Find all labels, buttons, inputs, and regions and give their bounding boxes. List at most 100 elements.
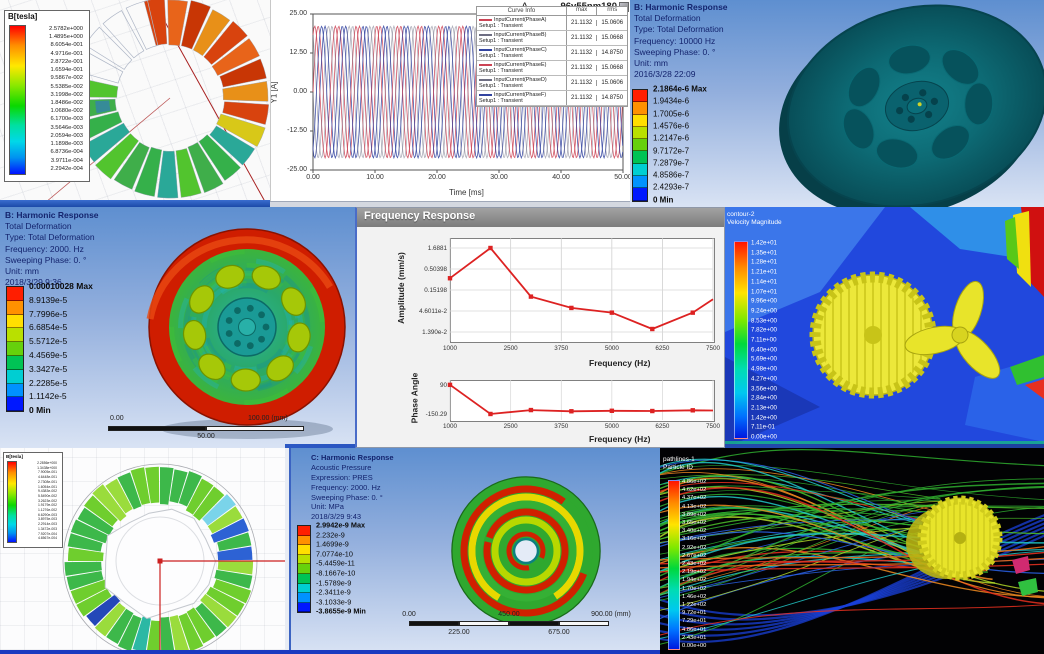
lightening-hole xyxy=(888,44,931,75)
curve-max: 21.1132 xyxy=(567,95,598,101)
curve-color-swatch xyxy=(479,93,492,96)
legend-value: 2.2942e-004 xyxy=(50,165,83,172)
window-frequency-response: Frequency Response Amplitude (mm/s) Phas… xyxy=(355,207,725,448)
current-curve xyxy=(312,24,624,160)
bolt-hole xyxy=(246,304,254,312)
mottle-arc xyxy=(182,262,312,392)
response-curve xyxy=(449,384,714,415)
legend-value: -2.3411e-9 xyxy=(316,587,351,597)
curve-row: InputCurrent(PhaseD) Setup1 : Transient 21… xyxy=(477,76,627,91)
particle-color-bar xyxy=(668,480,680,650)
y-axis-label: Y1 [A] xyxy=(270,81,279,104)
gear-hub xyxy=(864,326,882,344)
streamline xyxy=(660,468,951,515)
legend-title-line1: contour-2 xyxy=(727,211,755,218)
legend-value: 3.8975e-003 xyxy=(37,517,57,522)
info-line: Sweeping Phase: 0. ° xyxy=(5,254,87,265)
legend-value: 0 Min xyxy=(29,405,51,416)
ruler-max: 100.00 (mm) xyxy=(248,415,288,422)
color-band xyxy=(298,593,310,603)
legend-value: 4.9716e-001 xyxy=(50,50,83,57)
flux-segment xyxy=(132,616,151,650)
legend-value: 6.40e+00 xyxy=(751,346,777,354)
bolt-hole xyxy=(258,335,265,343)
color-band xyxy=(298,535,310,546)
color-band xyxy=(298,564,310,574)
legend-value: 7.9005e-001 xyxy=(37,470,57,475)
curve-color-swatch xyxy=(479,78,492,81)
coil-segment xyxy=(222,81,269,102)
velocity-color-bar xyxy=(734,241,748,439)
curve-max: 21.1132 xyxy=(567,50,598,56)
scale-seg xyxy=(509,621,559,626)
panel-acoustic-pressure: C: Harmonic Response Acoustic Pressure Exp… xyxy=(285,448,664,654)
amp-y-tick: 1.390e-2 xyxy=(422,328,447,336)
stator-field-ring xyxy=(62,463,285,650)
flux-segment xyxy=(92,484,127,522)
data-marker xyxy=(528,294,534,299)
legend-value: 1.4576e-6 xyxy=(653,121,690,131)
legend-value: 4.6448e-001 xyxy=(37,475,57,480)
flux-segment xyxy=(169,469,188,504)
flux-segment xyxy=(217,561,254,575)
ruler-q1: 225.00 xyxy=(448,629,470,636)
data-marker xyxy=(447,382,453,388)
legend-value: 0.00e+00 xyxy=(682,643,707,649)
legend-value: 1.3472e-003 xyxy=(37,526,57,531)
info-line: 2018/3/29 9:36 xyxy=(5,277,62,288)
window-title-bar[interactable]: Frequency Response xyxy=(357,208,724,227)
legend-value: 8.53e+00 xyxy=(751,317,777,325)
y-tick: 12.50 xyxy=(289,49,307,56)
curve-rms: 14.8750 xyxy=(601,95,624,101)
color-band xyxy=(633,163,647,177)
bolt-hole xyxy=(225,317,233,324)
panel-harmonic-flywheel: B: Harmonic Response Total Deformation Typ… xyxy=(630,0,1044,207)
origin-marker xyxy=(157,558,163,564)
mottle-arc xyxy=(193,273,301,381)
info-line: C: Harmonic Response xyxy=(311,453,394,462)
x-tick: 20.00 xyxy=(428,174,446,181)
legend-values: 2.2856e+000 1.3438e+000 7.9005e-001 4.6448e… xyxy=(16,461,59,541)
phase-y-tick: 90 xyxy=(439,382,447,389)
curve-color-swatch xyxy=(479,63,492,66)
legend-value: 3.9711e-004 xyxy=(50,157,83,164)
y-tick: -12.50 xyxy=(287,127,307,134)
legend-value: 1.4699e-9 xyxy=(316,539,349,549)
scale-bar-right xyxy=(206,426,304,431)
legend-value: 5.5490e-002 xyxy=(37,493,57,498)
lightening-hole xyxy=(215,264,245,289)
legend-value: 2.19e+02 xyxy=(682,569,707,576)
legend-value: 1.2147e-6 xyxy=(653,133,690,143)
legend-value: 4.98e+00 xyxy=(751,365,777,373)
lightening-hole xyxy=(198,353,226,381)
x-tick: 6250 xyxy=(655,423,670,430)
flux-segment xyxy=(64,561,102,576)
legend-value: 2.84e+00 xyxy=(751,394,777,402)
hot-streamline xyxy=(660,563,1044,573)
pressure-legend: 2.9942e-9 Max 2.232e-9 1.4699e-9 7.0774e-10… xyxy=(297,520,437,616)
curve-max: 21.1132 xyxy=(567,35,598,41)
impeller-teeth xyxy=(917,495,1003,581)
x-tick: 1000 xyxy=(442,345,457,352)
window-edge-strip xyxy=(270,201,630,208)
flux-segment xyxy=(94,602,126,637)
flux-segment xyxy=(210,518,249,543)
flux-segment xyxy=(105,478,133,514)
legend-values: 2.5782e+000 1.4895e+000 8.6054e-001 4.9716e… xyxy=(26,25,85,173)
data-marker xyxy=(488,245,493,251)
x-tick: 3750 xyxy=(554,423,569,430)
color-band xyxy=(633,90,647,103)
frequency-axis-label: Frequency (Hz) xyxy=(589,434,651,444)
lightening-hole xyxy=(266,355,294,382)
impeller-group xyxy=(906,495,1003,581)
ruler-q3: 675.00 xyxy=(548,629,570,636)
bolt-hole xyxy=(901,93,909,102)
flux-segment xyxy=(213,579,252,604)
legend-value: 2.7308e-001 xyxy=(37,479,57,484)
curve-rms: 14.8750 xyxy=(601,50,624,56)
streamline xyxy=(660,482,1044,574)
curve-row: InputCurrent(PhaseA) Setup1 : Transient 21… xyxy=(477,16,627,31)
lightening-hole xyxy=(189,285,215,314)
data-marker xyxy=(650,326,655,332)
legend-value: 8.6054e-001 xyxy=(50,42,83,49)
